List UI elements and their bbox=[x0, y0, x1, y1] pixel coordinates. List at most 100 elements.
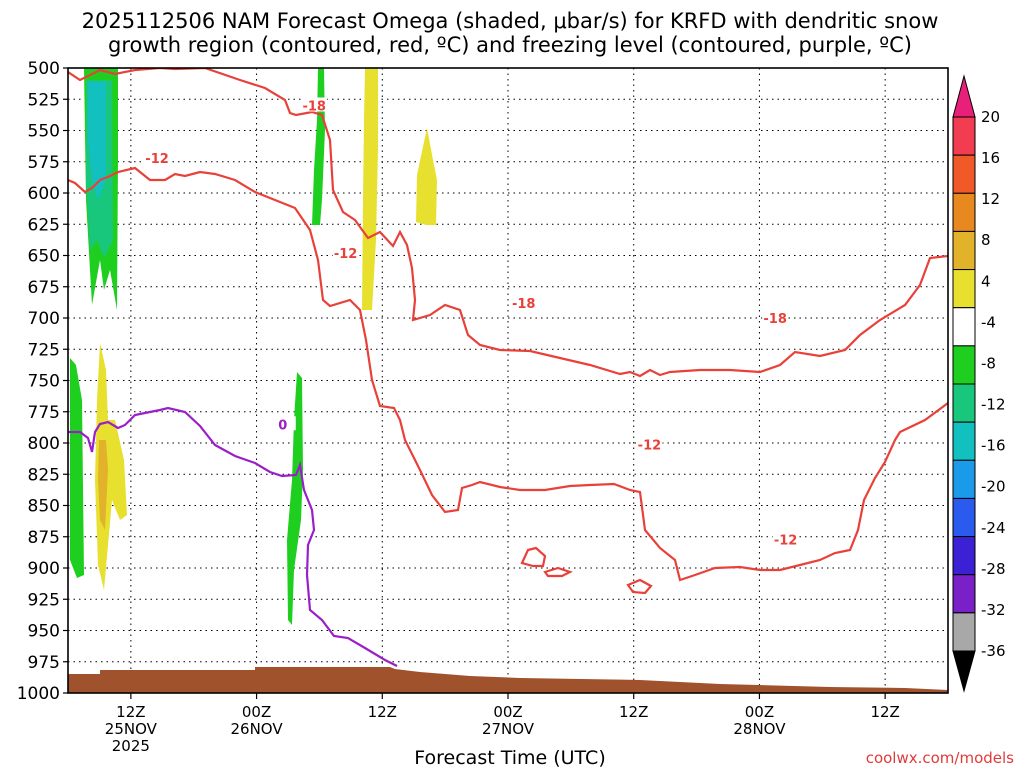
terrain-fill bbox=[68, 667, 948, 693]
colorbar: 20 16 12 8 4 -4 -8 -12 -16 -20 -24 -28 -32 -36 bbox=[952, 74, 1006, 693]
colorbar-swatch bbox=[952, 383, 976, 423]
contour-label-background bbox=[772, 531, 799, 546]
y-tick-label: 675 bbox=[28, 278, 60, 298]
contour-label: 0 bbox=[278, 418, 287, 433]
colorbar-label: 20 bbox=[981, 108, 1000, 126]
contour-label: -12 bbox=[638, 438, 662, 453]
freezing-level-contour bbox=[68, 406, 398, 667]
y-tick-label: 975 bbox=[28, 653, 60, 673]
x-tick-label-date: 28NOV bbox=[733, 720, 786, 738]
y-tick-label: 525 bbox=[28, 90, 60, 110]
colorbar-swatch bbox=[952, 154, 976, 194]
contour-label-background bbox=[144, 150, 171, 164]
contour-label-background bbox=[636, 436, 663, 451]
y-tick-label: 600 bbox=[28, 184, 60, 204]
colorbar-label: -4 bbox=[981, 313, 996, 331]
y-tick-label: 650 bbox=[28, 247, 60, 267]
omega-region-gold-lower-left bbox=[98, 440, 108, 530]
colorbar-swatch bbox=[952, 307, 976, 347]
omega-region-green-lower-left bbox=[70, 358, 84, 578]
y-tick-label: 825 bbox=[28, 465, 60, 485]
omega-region-green-mid-lower bbox=[287, 372, 303, 625]
y-tick-label: 950 bbox=[28, 622, 60, 642]
contour-label: -12 bbox=[145, 152, 169, 167]
colorbar-label: 16 bbox=[981, 149, 1000, 167]
colorbar-label: 8 bbox=[981, 231, 991, 249]
contour-label: -18 bbox=[763, 312, 787, 327]
omega-region-yellow-mid bbox=[362, 68, 378, 310]
x-axis-label: Forecast Time (UTC) bbox=[414, 747, 605, 768]
contour-minus12-upper bbox=[68, 166, 948, 582]
contour-label: -18 bbox=[302, 100, 326, 115]
x-tick-label-time: 12Z bbox=[368, 703, 397, 721]
y-tick-label: 750 bbox=[28, 372, 60, 392]
colorbar-swatch bbox=[952, 116, 976, 156]
y-tick-label: 625 bbox=[28, 215, 60, 235]
y-axis: 500 525 550 575 600 625 650 675 700 725 750 775 800 8… bbox=[17, 59, 68, 704]
colorbar-label: 12 bbox=[981, 190, 1000, 208]
y-tick-label: 550 bbox=[28, 122, 60, 142]
y-tick-label: 925 bbox=[28, 590, 60, 610]
y-tick-label: 1000 bbox=[17, 684, 60, 704]
contour-minus12-loop-a bbox=[520, 546, 547, 568]
contour-label: -12 bbox=[334, 247, 358, 262]
contour-label-background bbox=[762, 310, 789, 324]
colorbar-label: -16 bbox=[981, 437, 1006, 455]
grid-lines bbox=[68, 68, 948, 693]
colorbar-swatch bbox=[952, 192, 976, 232]
contour-minus12-loop-c bbox=[626, 578, 653, 595]
contour-label-background bbox=[510, 295, 537, 309]
colorbar-swatch bbox=[952, 345, 976, 385]
colorbar-label: -20 bbox=[981, 478, 1006, 496]
y-tick-label: 800 bbox=[28, 434, 60, 454]
omega-shading bbox=[70, 68, 437, 625]
contour-minus18-upper bbox=[68, 68, 948, 378]
y-tick-label: 500 bbox=[28, 59, 60, 79]
x-tick-label-time: 12Z bbox=[619, 703, 648, 721]
contour-label-background bbox=[269, 416, 296, 431]
colorbar-swatch bbox=[952, 497, 976, 538]
contour-label-background bbox=[332, 245, 359, 259]
y-tick-label: 875 bbox=[28, 528, 60, 548]
colorbar-swatch bbox=[952, 536, 976, 576]
colorbar-label: -8 bbox=[981, 354, 996, 372]
credit-text: coolwx.com/models bbox=[866, 749, 1014, 767]
y-tick-label: 725 bbox=[28, 340, 60, 360]
omega-region-yellow-right bbox=[416, 128, 437, 225]
colorbar-label: 4 bbox=[981, 272, 991, 290]
x-tick-label-time: 00Z bbox=[493, 703, 522, 721]
omega-region-cyan-upper bbox=[88, 82, 106, 200]
colorbar-label: -28 bbox=[981, 560, 1006, 578]
x-tick-label-date: 26NOV bbox=[231, 720, 284, 738]
colorbar-label: -32 bbox=[981, 601, 1006, 619]
y-tick-label: 850 bbox=[28, 497, 60, 517]
colorbar-swatch bbox=[952, 269, 976, 309]
x-tick-label-year: 2025 bbox=[112, 737, 150, 755]
colorbar-top-arrow bbox=[952, 74, 976, 118]
y-tick-label: 900 bbox=[28, 559, 60, 579]
colorbar-label: -12 bbox=[981, 396, 1006, 414]
omega-region-yellow-lower-left bbox=[95, 343, 127, 590]
x-tick-label-date: 27NOV bbox=[482, 720, 535, 738]
colorbar-swatch bbox=[952, 459, 976, 499]
x-tick-label-time: 00Z bbox=[745, 703, 774, 721]
plot-area: -12 -12 -12 -12 -18 -18 -18 0 500 525 550 575 600 62… bbox=[17, 59, 949, 755]
contour-labels: -12 -12 -12 -12 -18 -18 -18 0 bbox=[144, 97, 799, 548]
colorbar-label: -36 bbox=[981, 642, 1006, 660]
colorbar-swatch bbox=[952, 230, 976, 271]
y-tick-label: 700 bbox=[28, 309, 60, 329]
chart-title-line1: 2025112506 NAM Forecast Omega (shaded, μ… bbox=[82, 9, 939, 33]
x-tick-label-date: 25NOV bbox=[105, 720, 158, 738]
x-tick-label-time: 12Z bbox=[870, 703, 899, 721]
contour-label: -18 bbox=[512, 297, 536, 312]
x-tick-label-time: 00Z bbox=[242, 703, 271, 721]
colorbar-swatch bbox=[952, 574, 976, 614]
y-tick-label: 775 bbox=[28, 403, 60, 423]
colorbar-label: -24 bbox=[981, 519, 1006, 537]
colorbar-bottom-arrow bbox=[952, 650, 976, 693]
x-tick-label-time: 12Z bbox=[116, 703, 145, 721]
colorbar-swatch bbox=[952, 612, 976, 652]
contour-label-background bbox=[301, 97, 328, 112]
